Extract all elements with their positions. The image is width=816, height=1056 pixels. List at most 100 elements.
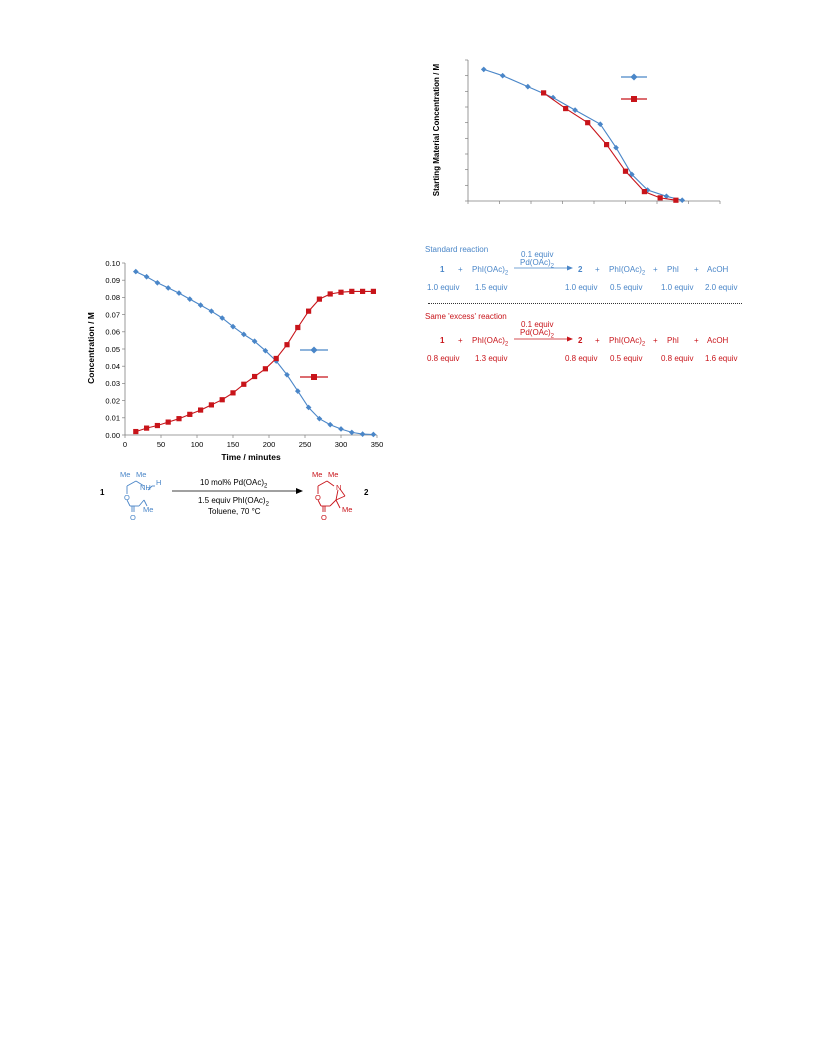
series-1-point [370, 288, 376, 294]
compound-2-o-carbonyl: O [321, 513, 327, 522]
standard-p3: PhI [667, 265, 680, 274]
series-0-point [262, 347, 269, 354]
series-0-line [135, 271, 374, 436]
standard-plus1: + [458, 265, 463, 274]
standard-reaction: Standard reaction 0.1 equiv Pd(OAc)2 1 +… [425, 245, 745, 297]
standard-plus4: + [694, 265, 699, 274]
series-1-line [543, 92, 676, 201]
y-tick-label: 0.03 [105, 379, 120, 388]
series-1-point [252, 373, 258, 380]
series-0-point [370, 431, 377, 438]
series-0-point [284, 371, 290, 378]
series-1-point [165, 419, 171, 425]
series-1-point [198, 407, 204, 413]
catalyst-label: 10 mol% Pd(OAc)2 [200, 478, 268, 490]
series-1-point [208, 402, 214, 408]
overlay-chart-legend [621, 73, 647, 102]
compound-2-n-ring: N [336, 483, 342, 492]
series-1-point [673, 197, 679, 203]
compound-2-o-ring: O [315, 493, 321, 502]
excess-p2: PhI(OAc)2 [609, 336, 646, 348]
compound-1-o-carbonyl: O [130, 513, 136, 522]
excess-cat-top: 0.1 equiv [521, 320, 554, 329]
standard-cat-top: 0.1 equiv [521, 250, 554, 259]
x-tick-label: 350 [371, 440, 384, 449]
series-1-point [360, 288, 366, 294]
excess-plus2: + [595, 336, 600, 345]
series-1-point [585, 120, 591, 126]
series-1-point [641, 189, 647, 195]
excess-eq-p2: 0.5 equiv [610, 354, 643, 363]
series-0-point [525, 83, 531, 90]
excess-arrow [514, 336, 573, 342]
legend-red-marker [631, 96, 637, 102]
excess-r1: 1 [440, 336, 445, 345]
y-tick-label: 0.05 [105, 345, 120, 354]
series-0-point [230, 323, 236, 330]
x-tick-label: 200 [263, 440, 276, 449]
series-1-point [604, 142, 610, 148]
conditions-label: Toluene, 70 °C [208, 507, 261, 516]
series-1-point [133, 428, 139, 435]
series-0-point [480, 66, 487, 73]
x-tick-label: 250 [299, 440, 312, 449]
series-1-point [230, 390, 236, 396]
excess-r2: PhI(OAc)2 [472, 336, 509, 348]
y-tick-label: 0.09 [105, 276, 120, 285]
oxidant-label: 1.5 equiv PhI(OAc)2 [198, 496, 269, 508]
series-0-point [359, 431, 366, 437]
standard-eq-r2: 1.5 equiv [475, 283, 508, 292]
excess-plus3: + [653, 336, 658, 345]
standard-eq-r1: 1.0 equiv [427, 283, 460, 292]
legend-sm-marker [310, 346, 318, 354]
series-1-point [622, 168, 629, 174]
kinetics-chart-y-ticks: 0.00 0.01 0.02 0.03 0.04 0.05 0.06 0.07 0.08 0.09… [105, 259, 125, 440]
standard-plus3: + [653, 265, 658, 274]
excess-cat-bottom: Pd(OAc)2 [520, 328, 555, 340]
compound-1-me-a: Me [120, 470, 131, 479]
series-1-point [154, 422, 160, 429]
standard-r1: 1 [440, 265, 445, 274]
compound-1-me-c: Me [143, 505, 154, 514]
series-1-point [144, 425, 150, 431]
series-1-point [327, 291, 333, 297]
excess-eq-r1: 0.8 equiv [427, 354, 460, 363]
excess-eq-p4: 1.6 equiv [705, 354, 738, 363]
reaction-arrow [172, 488, 303, 494]
scheme-1-graphics [126, 480, 346, 512]
series-0-point [613, 144, 619, 151]
overlay-chart-ylabel: Starting Material Concentration / M [432, 63, 441, 196]
y-tick-label: 0.01 [105, 414, 120, 423]
kinetics-chart-series [132, 268, 377, 438]
series-0-point [294, 388, 301, 394]
series-1-point [349, 288, 355, 294]
reaction-divider [428, 303, 742, 304]
y-tick-label: 0.02 [105, 396, 120, 405]
series-0-line [483, 68, 683, 201]
x-tick-label: 300 [335, 440, 348, 449]
compound-1-structure [126, 480, 155, 512]
series-1-point [284, 342, 290, 348]
standard-p1: 2 [578, 265, 583, 274]
compound-2-me-f: Me [342, 505, 353, 514]
series-0-point [316, 415, 323, 422]
series-1-point [657, 195, 663, 201]
series-0-point [305, 404, 312, 411]
kinetics-chart-ylabel: Concentration / M [86, 312, 96, 384]
y-tick-label: 0.06 [105, 328, 120, 337]
compound-2-me-d: Me [312, 470, 323, 479]
series-1-line [135, 290, 374, 433]
series-0-point [208, 308, 215, 314]
kinetics-chart-x-ticks: 0 50 100 150 200 250 300 350 [123, 435, 383, 449]
series-0-point [154, 279, 161, 286]
series-1-point [563, 105, 569, 112]
legend-blue-marker [630, 73, 638, 81]
excess-p4: AcOH [707, 336, 729, 345]
series-0-point [132, 268, 139, 275]
standard-arrow [514, 265, 573, 271]
compound-1-h: H [156, 478, 162, 487]
y-tick-label: 0.04 [105, 362, 120, 371]
standard-eq-p2: 0.5 equiv [610, 283, 643, 292]
standard-reaction-header: Standard reaction [425, 245, 489, 254]
x-tick-label: 150 [227, 440, 240, 449]
